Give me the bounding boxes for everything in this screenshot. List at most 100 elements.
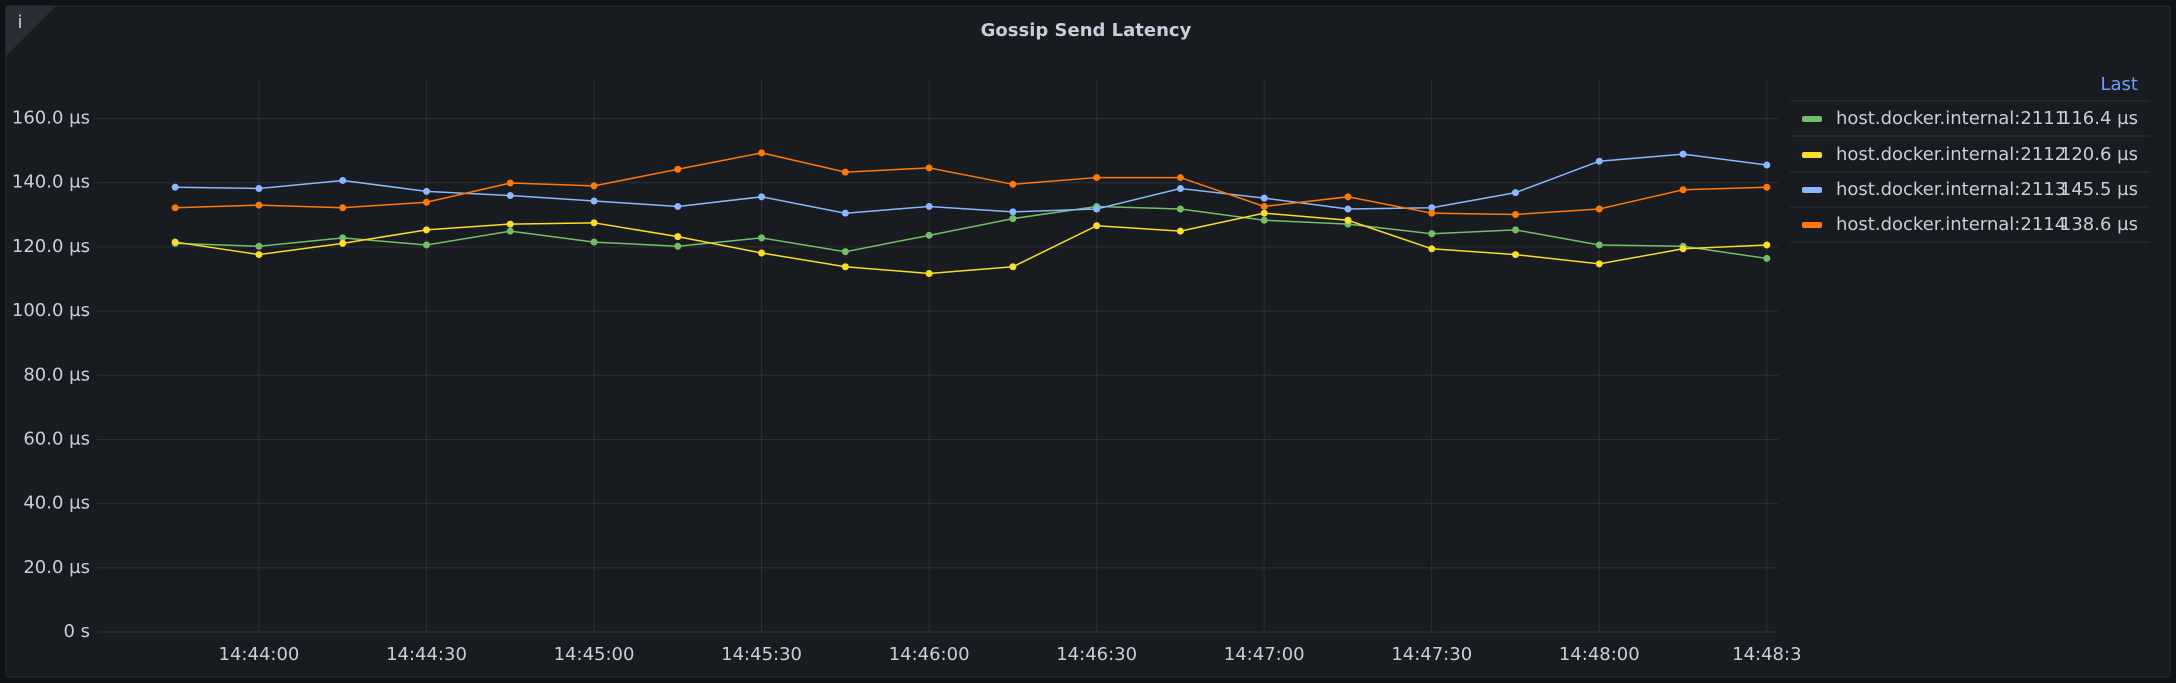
data-point[interactable] xyxy=(339,176,347,184)
data-point[interactable] xyxy=(674,242,682,250)
data-point[interactable] xyxy=(1093,222,1101,230)
data-point[interactable] xyxy=(925,164,933,172)
data-point[interactable] xyxy=(1260,216,1268,224)
data-point[interactable] xyxy=(255,184,263,192)
data-point[interactable] xyxy=(171,183,179,191)
data-point[interactable] xyxy=(422,198,430,206)
data-point[interactable] xyxy=(1260,194,1268,202)
data-point[interactable] xyxy=(1595,260,1603,268)
data-point[interactable] xyxy=(1176,184,1184,192)
data-point[interactable] xyxy=(1009,215,1017,223)
legend-name[interactable]: host.docker.internal:2114 xyxy=(1836,214,2066,235)
data-point[interactable] xyxy=(339,239,347,247)
data-point[interactable] xyxy=(506,220,514,228)
data-point[interactable] xyxy=(1093,174,1101,182)
data-point[interactable] xyxy=(841,168,849,176)
y-tick-label: 120.0 µs xyxy=(12,236,90,257)
info-corner[interactable] xyxy=(6,6,56,56)
data-point[interactable] xyxy=(1009,208,1017,216)
legend-swatch[interactable] xyxy=(1802,152,1822,158)
data-point[interactable] xyxy=(171,238,179,246)
data-point[interactable] xyxy=(674,202,682,210)
data-point[interactable] xyxy=(422,187,430,195)
legend-last: 116.4 µs xyxy=(2060,108,2138,129)
series-line xyxy=(175,153,1767,214)
x-tick-label: 14:47:00 xyxy=(1224,644,1305,665)
data-point[interactable] xyxy=(1512,226,1520,234)
data-point[interactable] xyxy=(925,231,933,239)
data-point[interactable] xyxy=(674,233,682,241)
data-point[interactable] xyxy=(1260,209,1268,217)
chart-title: Gossip Send Latency xyxy=(981,20,1192,41)
data-point[interactable] xyxy=(422,241,430,249)
legend-name[interactable]: host.docker.internal:2112 xyxy=(1836,144,2066,165)
data-point[interactable] xyxy=(758,234,766,242)
data-point[interactable] xyxy=(1595,241,1603,249)
data-point[interactable] xyxy=(590,182,598,190)
panel-frame xyxy=(5,5,2171,678)
data-point[interactable] xyxy=(1679,186,1687,194)
data-point[interactable] xyxy=(339,234,347,242)
data-point[interactable] xyxy=(1512,189,1520,197)
x-tick-label: 14:48:3 xyxy=(1732,644,1801,665)
data-point[interactable] xyxy=(1009,180,1017,188)
data-point[interactable] xyxy=(1344,216,1352,224)
legend-name[interactable]: host.docker.internal:2111 xyxy=(1836,108,2066,129)
data-point[interactable] xyxy=(1679,245,1687,253)
data-point[interactable] xyxy=(590,197,598,205)
data-point[interactable] xyxy=(1679,150,1687,158)
data-point[interactable] xyxy=(841,263,849,271)
data-point[interactable] xyxy=(1763,241,1771,249)
data-point[interactable] xyxy=(255,242,263,250)
data-point[interactable] xyxy=(841,248,849,256)
data-point[interactable] xyxy=(506,192,514,200)
x-tick-label: 14:48:00 xyxy=(1559,644,1640,665)
data-point[interactable] xyxy=(1763,254,1771,262)
data-point[interactable] xyxy=(506,179,514,187)
x-tick-label: 14:46:00 xyxy=(889,644,970,665)
data-point[interactable] xyxy=(1176,205,1184,213)
data-point[interactable] xyxy=(590,219,598,227)
data-point[interactable] xyxy=(1512,251,1520,259)
data-point[interactable] xyxy=(925,270,933,278)
data-point[interactable] xyxy=(1428,230,1436,238)
data-point[interactable] xyxy=(758,193,766,201)
data-point[interactable] xyxy=(422,226,430,234)
data-point[interactable] xyxy=(339,204,347,212)
data-point[interactable] xyxy=(1428,245,1436,253)
legend-swatch[interactable] xyxy=(1802,116,1822,122)
data-point[interactable] xyxy=(1428,204,1436,212)
x-tick-label: 14:44:30 xyxy=(386,644,467,665)
data-point[interactable] xyxy=(1595,157,1603,165)
data-point[interactable] xyxy=(1763,183,1771,191)
data-point[interactable] xyxy=(1344,205,1352,213)
data-point[interactable] xyxy=(758,149,766,157)
legend-swatch[interactable] xyxy=(1802,222,1822,228)
data-point[interactable] xyxy=(1763,161,1771,169)
data-point[interactable] xyxy=(506,227,514,235)
data-point[interactable] xyxy=(590,238,598,246)
data-point[interactable] xyxy=(1512,210,1520,218)
data-point[interactable] xyxy=(841,209,849,217)
data-point[interactable] xyxy=(171,204,179,212)
data-point[interactable] xyxy=(1260,202,1268,210)
data-point[interactable] xyxy=(1093,205,1101,213)
data-point[interactable] xyxy=(674,165,682,173)
data-point[interactable] xyxy=(1428,209,1436,217)
data-point[interactable] xyxy=(255,251,263,259)
legend-header[interactable]: Last xyxy=(2101,74,2139,95)
legend-swatch[interactable] xyxy=(1802,187,1822,193)
series-line xyxy=(175,205,1767,260)
data-point[interactable] xyxy=(925,202,933,210)
series-line xyxy=(175,152,1767,216)
data-point[interactable] xyxy=(758,249,766,257)
data-point[interactable] xyxy=(1009,263,1017,271)
data-point[interactable] xyxy=(1176,227,1184,235)
legend-name[interactable]: host.docker.internal:2113 xyxy=(1836,179,2066,200)
x-tick-label: 14:46:30 xyxy=(1056,644,1137,665)
data-point[interactable] xyxy=(1595,205,1603,213)
data-point[interactable] xyxy=(1344,193,1352,201)
data-point[interactable] xyxy=(1176,174,1184,182)
data-point[interactable] xyxy=(255,201,263,209)
info-icon[interactable]: i xyxy=(17,12,22,33)
